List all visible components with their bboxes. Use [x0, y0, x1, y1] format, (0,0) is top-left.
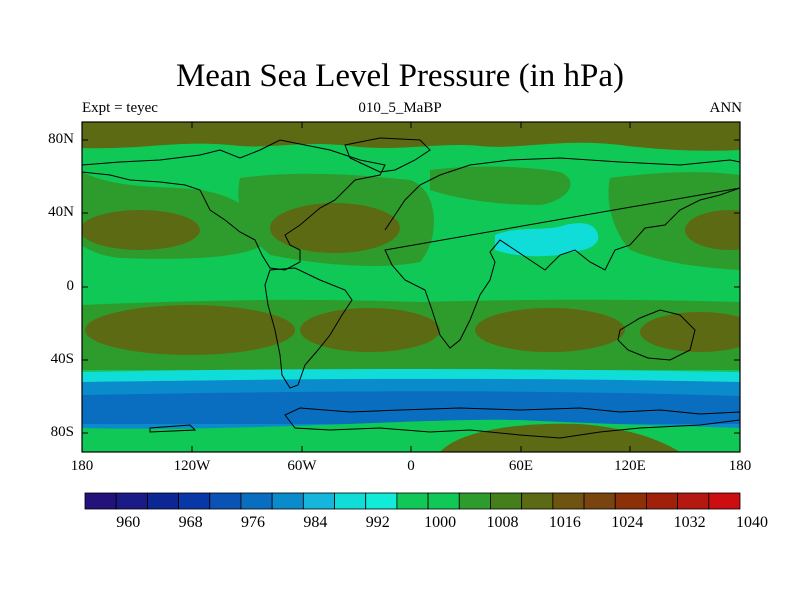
lon-label-180w: 180 [70, 458, 94, 474]
field-sh-high [85, 305, 295, 355]
field-asian-low [495, 223, 599, 257]
lat-label-40s: 40S [50, 351, 74, 367]
coastlines [82, 137, 740, 439]
colorbar-label: 1016 [548, 514, 581, 531]
field-so-deepblue [82, 391, 740, 424]
field-sh-high [640, 312, 740, 352]
lon-label-180e: 180 [728, 458, 752, 474]
colorbar-label: 1032 [673, 514, 706, 531]
colorbar-label: 968 [178, 514, 203, 531]
colorbar-swatch [365, 492, 398, 510]
coast-north-america [82, 139, 386, 271]
lat-label-eq: 0 [66, 278, 75, 294]
lat-label-80n: 80N [48, 131, 74, 147]
colorbar-swatch [396, 492, 429, 510]
coast-greenland [344, 137, 431, 173]
field-nh-belt [430, 166, 571, 205]
colorbar-swatch [583, 492, 616, 510]
colorbar-swatch [427, 492, 460, 510]
lat-label-40n: 40N [48, 204, 74, 220]
colorbar-label: 1024 [611, 514, 644, 531]
coast-australia [617, 309, 696, 361]
colorbar-swatch [302, 492, 335, 510]
colorbar-swatch [178, 492, 211, 510]
colorbar-swatch [677, 492, 710, 510]
experiment-label: Expt = teyec [82, 100, 158, 116]
colorbar-label: 1000 [424, 514, 457, 531]
lon-label-60w: 60W [287, 458, 317, 474]
colorbar-swatch [552, 492, 585, 510]
colorbar-swatch [614, 492, 647, 510]
coast-africa-eurasia [384, 157, 740, 349]
field-north-band [82, 122, 740, 151]
lon-label-120e: 120E [614, 458, 646, 474]
field-sh-high [300, 308, 440, 352]
colorbar-label: 1040 [736, 514, 768, 531]
lon-label-120w: 120W [173, 458, 211, 474]
colorbar-swatch [84, 492, 117, 510]
colorbar-label: 984 [303, 514, 328, 531]
field-nh-high [82, 210, 200, 250]
field-nh-high [685, 210, 740, 250]
field-nh-high [270, 203, 400, 253]
lon-label-0: 0 [407, 458, 415, 474]
axis-ticks [82, 122, 740, 452]
colorbar-label: 1008 [486, 514, 519, 531]
season-label: ANN [709, 100, 743, 116]
colorbar-swatch [209, 492, 242, 510]
colorbar-swatch [115, 492, 148, 510]
colorbar-label: 992 [365, 514, 390, 531]
period-label: 010_5_MaBP [358, 100, 442, 116]
colorbar-swatch [708, 492, 741, 510]
lat-label-80s: 80S [50, 424, 74, 440]
pressure-field [82, 122, 740, 452]
coast-antarctica [149, 407, 740, 439]
colorbar-swatch [334, 492, 367, 510]
map-title: Mean Sea Level Pressure (in hPa) [175, 58, 625, 94]
colorbar-label: 976 [240, 514, 265, 531]
colorbar-swatch [490, 492, 523, 510]
colorbar-label: 960 [116, 514, 141, 531]
coast-south-america [264, 267, 353, 389]
colorbar-swatch [458, 492, 491, 510]
colorbar-swatch [240, 492, 273, 510]
field-sh-high [475, 308, 625, 352]
colorbar-swatch [646, 492, 679, 510]
colorbar-swatch [521, 492, 554, 510]
colorbar-swatch [146, 492, 179, 510]
lon-label-60e: 60E [508, 458, 534, 474]
colorbar-swatch [271, 492, 304, 510]
